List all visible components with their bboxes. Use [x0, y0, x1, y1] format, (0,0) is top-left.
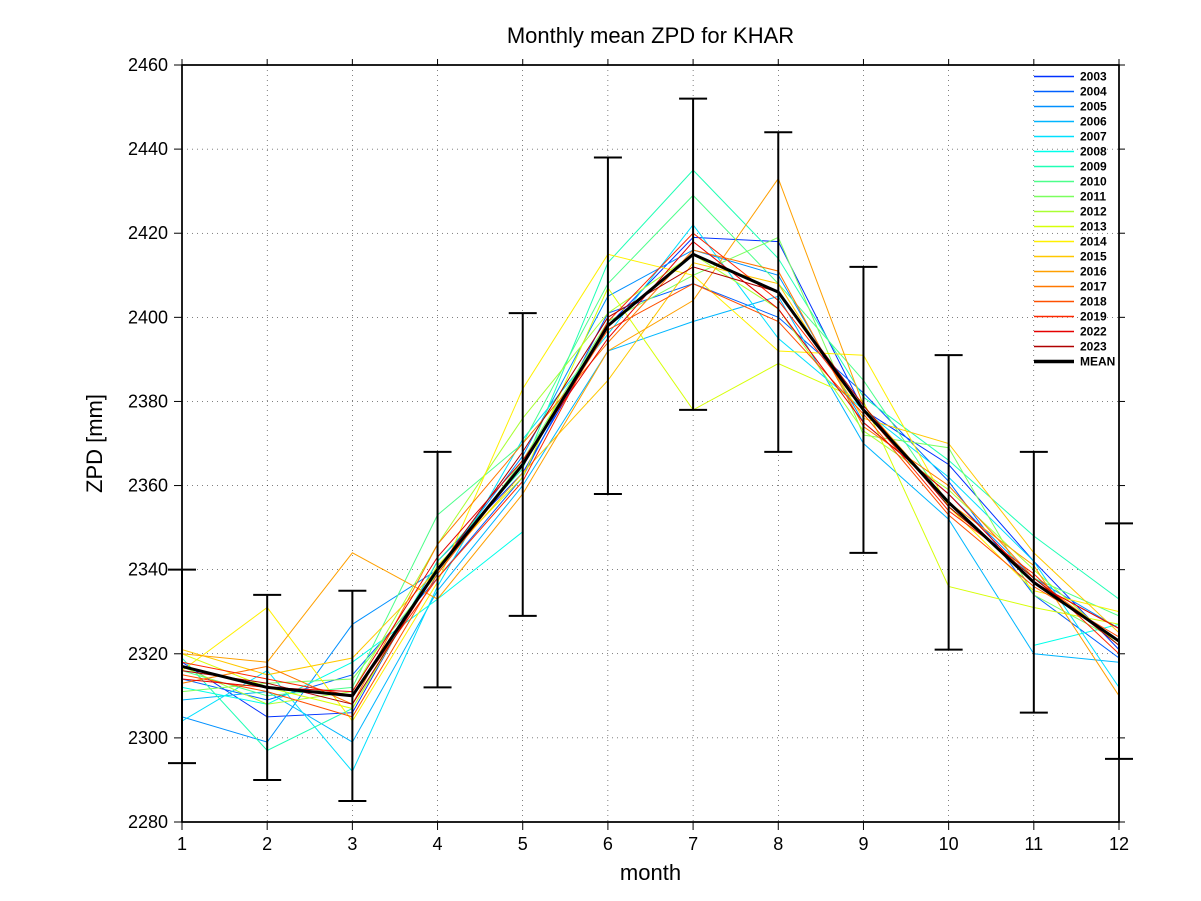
ytick-label: 2360 — [128, 476, 168, 496]
legend-label: 2023 — [1080, 340, 1107, 354]
xtick-label: 8 — [773, 834, 783, 854]
legend-label: MEAN — [1080, 355, 1115, 369]
ytick-label: 2340 — [128, 560, 168, 580]
xtick-label: 1 — [177, 834, 187, 854]
legend-label: 2008 — [1080, 145, 1107, 159]
legend-label: 2014 — [1080, 235, 1107, 249]
xtick-label: 2 — [262, 834, 272, 854]
xtick-label: 7 — [688, 834, 698, 854]
xtick-label: 6 — [603, 834, 613, 854]
xlabel: month — [620, 860, 681, 885]
ytick-label: 2320 — [128, 644, 168, 664]
legend-label: 2015 — [1080, 250, 1107, 264]
ytick-label: 2280 — [128, 812, 168, 832]
legend-label: 2007 — [1080, 130, 1107, 144]
ytick-label: 2400 — [128, 307, 168, 327]
ylabel: ZPD [mm] — [82, 394, 107, 493]
xtick-label: 10 — [939, 834, 959, 854]
legend-label: 2010 — [1080, 175, 1107, 189]
ytick-label: 2380 — [128, 391, 168, 411]
legend-label: 2013 — [1080, 220, 1107, 234]
chart-svg: 1234567891011122280230023202340236023802… — [0, 0, 1201, 901]
ytick-label: 2300 — [128, 728, 168, 748]
legend-label: 2011 — [1080, 190, 1106, 204]
ytick-label: 2440 — [128, 139, 168, 159]
xtick-label: 12 — [1109, 834, 1129, 854]
legend-label: 2022 — [1080, 325, 1107, 339]
legend-label: 2009 — [1080, 160, 1107, 174]
legend-label: 2016 — [1080, 265, 1107, 279]
legend-label: 2003 — [1080, 70, 1107, 84]
legend-label: 2018 — [1080, 295, 1107, 309]
legend-label: 2012 — [1080, 205, 1107, 219]
xtick-label: 5 — [518, 834, 528, 854]
xtick-label: 3 — [347, 834, 357, 854]
chart-container: 1234567891011122280230023202340236023802… — [0, 0, 1201, 901]
xtick-label: 11 — [1024, 834, 1043, 854]
legend-label: 2006 — [1080, 115, 1107, 129]
legend-label: 2019 — [1080, 310, 1107, 324]
ytick-label: 2420 — [128, 223, 168, 243]
legend-label: 2005 — [1080, 100, 1107, 114]
ytick-label: 2460 — [128, 55, 168, 75]
legend-label: 2017 — [1080, 280, 1107, 294]
chart-title: Monthly mean ZPD for KHAR — [507, 23, 794, 48]
xtick-label: 9 — [858, 834, 868, 854]
legend-label: 2004 — [1080, 85, 1107, 99]
xtick-label: 4 — [433, 834, 443, 854]
